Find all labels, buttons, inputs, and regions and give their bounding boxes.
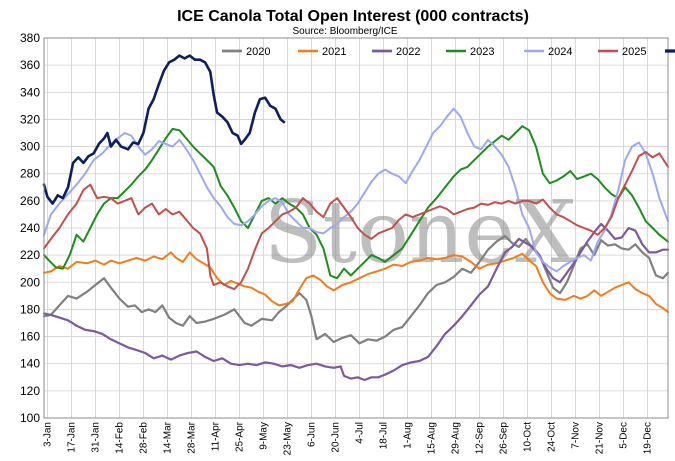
x-tick-label: 29-Aug (450, 422, 461, 454)
x-tick-label: 26-Sep (498, 422, 509, 455)
x-tick-label: 7-Nov (570, 422, 581, 449)
x-tick-label: 14-Feb (114, 422, 125, 454)
legend-label-2022: 2022 (396, 46, 420, 58)
y-tick-label: 200 (20, 275, 40, 289)
chart-title: ICE Canola Total Open Interest (000 cont… (177, 8, 529, 25)
x-tick-label: 17-Jan (66, 422, 77, 453)
y-tick-label: 220 (20, 248, 40, 262)
series-line-2022 (42, 222, 670, 382)
series-layer (42, 54, 670, 382)
series-line-2025 (43, 151, 669, 291)
y-tick-label: 320 (20, 112, 40, 126)
legend-label-2021: 2021 (322, 46, 346, 58)
x-tick-label: 19-Dec (642, 422, 653, 454)
x-tick-label: 24-Oct (546, 422, 557, 452)
series-line-2023 (43, 125, 669, 280)
x-tick-label: 3-Jan (42, 422, 53, 447)
x-tick-label: 5-Dec (618, 422, 629, 449)
watermark-logo: StoneX (264, 183, 577, 283)
x-tick-label: 28-Feb (138, 422, 149, 454)
x-tick-label: 1-Aug (402, 422, 413, 449)
x-axis: 3-Jan 17-Jan 31-Jan 14-Feb 28-Feb 14-Mar 28-Ma… (42, 421, 653, 455)
chart-subtitle: Source: Bloomberg/ICE (292, 26, 397, 37)
y-tick-label: 340 (20, 85, 40, 99)
y-tick-label: 100 (20, 411, 40, 425)
x-tick-label: 28-Mar (186, 421, 197, 453)
x-tick-label: 11-Apr (210, 421, 221, 451)
y-tick-label: 380 (20, 31, 40, 45)
x-tick-label: 23-May (282, 422, 293, 455)
legend-label-2023: 2023 (470, 46, 494, 58)
x-tick-label: 10-Oct (522, 422, 533, 452)
x-tick-label: 4-Jul (354, 422, 365, 444)
x-tick-label: 14-Mar (162, 421, 173, 453)
y-axis: 100 120 140 160 180 200 220 240 260 280 300 320 340 3… (20, 31, 40, 425)
x-tick-label: 20-Jun (330, 422, 341, 453)
y-tick-label: 160 (20, 330, 40, 344)
x-tick-label: 21-Nov (594, 422, 605, 454)
legend-label-2020: 2020 (246, 46, 270, 58)
plot-border (43, 37, 669, 419)
y-tick-label: 140 (20, 357, 40, 371)
y-tick-label: 360 (20, 58, 40, 72)
x-tick-label: 18-Jul (378, 422, 389, 449)
y-tick-label: 240 (20, 221, 40, 235)
legend-label-2024: 2024 (548, 46, 572, 58)
x-tick-label: 9-May (258, 422, 269, 450)
legend-label-2025: 2025 (622, 46, 646, 58)
series-line-2026 (42, 54, 286, 205)
y-tick-label: 180 (20, 302, 40, 316)
x-tick-label: 25-Apr (234, 421, 245, 452)
y-tick-label: 120 (20, 384, 40, 398)
legend: 2020202120222023202420252026 (222, 46, 675, 58)
y-tick-label: 300 (20, 140, 40, 154)
series-line-2024 (43, 107, 669, 273)
series-line-2021 (43, 251, 669, 314)
x-tick-label: 15-Aug (426, 422, 437, 454)
y-tick-label: 280 (20, 167, 40, 181)
x-tick-label: 31-Jan (90, 422, 101, 453)
x-tick-label: 6-Jun (306, 422, 317, 447)
y-tick-label: 260 (20, 194, 40, 208)
x-tick-label: 12-Sep (474, 422, 485, 455)
